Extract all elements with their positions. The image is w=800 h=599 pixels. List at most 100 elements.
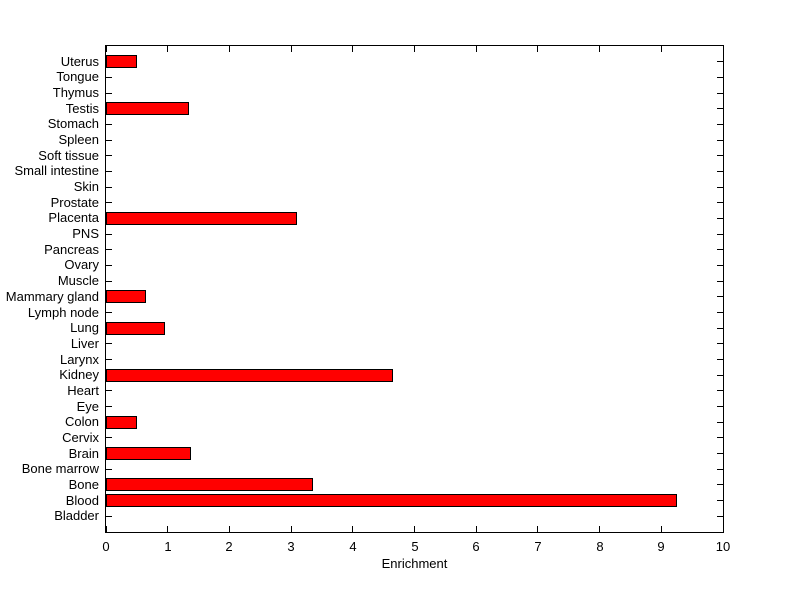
bar-brain	[106, 447, 191, 460]
y-tick-right	[717, 312, 723, 314]
bar-blood	[106, 494, 677, 507]
y-tick-left	[106, 186, 112, 188]
y-tick-label-pancreas: Pancreas	[44, 242, 99, 257]
y-tick-right	[717, 343, 723, 345]
y-tick-label-brain: Brain	[68, 446, 99, 461]
y-tick-left	[106, 233, 112, 235]
plot-area	[105, 45, 724, 533]
y-tick-right	[717, 515, 723, 517]
x-tick-bottom	[352, 526, 354, 532]
x-tick-label-9: 9	[657, 539, 665, 554]
y-tick-label-soft-tissue: Soft tissue	[38, 148, 99, 163]
x-tick-label-0: 0	[102, 539, 110, 554]
y-tick-label-uterus: Uterus	[60, 54, 99, 69]
y-tick-label-thymus: Thymus	[52, 85, 99, 100]
y-tick-left	[106, 170, 112, 172]
y-tick-left	[106, 202, 112, 204]
x-tick-top	[660, 46, 662, 52]
y-tick-label-muscle: Muscle	[57, 273, 99, 288]
y-tick-right	[717, 437, 723, 439]
y-tick-right	[717, 186, 723, 188]
x-tick-bottom	[475, 526, 477, 532]
x-tick-label-2: 2	[225, 539, 233, 554]
y-tick-left	[106, 515, 112, 517]
y-tick-right	[717, 155, 723, 157]
x-tick-label-1: 1	[164, 539, 172, 554]
y-tick-left	[106, 390, 112, 392]
y-tick-right	[717, 202, 723, 204]
x-tick-top	[599, 46, 601, 52]
x-tick-top	[105, 46, 107, 52]
x-tick-label-7: 7	[534, 539, 542, 554]
x-tick-top	[414, 46, 415, 52]
y-tick-label-testis: Testis	[65, 101, 99, 116]
x-tick-bottom	[599, 526, 601, 532]
y-tick-label-blood: Blood	[65, 493, 99, 508]
y-tick-right	[717, 390, 723, 392]
y-tick-right	[717, 76, 723, 78]
y-tick-label-bone: Bone	[68, 477, 99, 492]
y-tick-right	[717, 280, 723, 282]
y-tick-right	[717, 296, 723, 298]
y-tick-left	[106, 406, 112, 408]
y-tick-right	[717, 406, 723, 408]
x-tick-bottom	[167, 526, 169, 532]
y-tick-left	[106, 76, 112, 78]
y-tick-right	[717, 61, 723, 63]
y-tick-label-ovary: Ovary	[64, 257, 99, 272]
bar-placenta	[106, 212, 297, 225]
y-tick-left	[106, 92, 112, 94]
y-tick-label-bladder: Bladder	[54, 508, 99, 523]
y-tick-left	[106, 280, 112, 282]
y-tick-right	[717, 484, 723, 486]
y-tick-right	[717, 139, 723, 141]
x-tick-label-6: 6	[472, 539, 480, 554]
x-tick-top	[228, 46, 230, 52]
x-tick-bottom	[290, 526, 292, 532]
y-tick-label-kidney: Kidney	[59, 367, 99, 382]
bar-testis	[106, 102, 189, 115]
y-tick-right	[717, 374, 723, 376]
y-tick-right	[717, 108, 723, 110]
x-tick-top	[167, 46, 169, 52]
x-tick-top	[290, 46, 292, 52]
y-tick-label-lymph-node: Lymph node	[27, 305, 99, 320]
x-tick-top	[475, 46, 477, 52]
y-tick-left	[106, 437, 112, 439]
x-tick-label-8: 8	[596, 539, 604, 554]
y-tick-left	[106, 264, 112, 266]
y-tick-right	[717, 249, 723, 251]
x-tick-bottom	[414, 526, 415, 532]
y-tick-right	[717, 359, 723, 361]
y-tick-right	[717, 217, 723, 219]
y-tick-left	[106, 359, 112, 361]
y-tick-label-lung: Lung	[70, 320, 99, 335]
x-tick-top	[352, 46, 354, 52]
y-tick-right	[717, 421, 723, 423]
x-tick-bottom	[722, 526, 724, 532]
y-tick-right	[717, 123, 723, 125]
y-tick-label-bone-marrow: Bone marrow	[21, 461, 99, 476]
y-tick-label-skin: Skin	[73, 179, 99, 194]
y-tick-label-cervix: Cervix	[62, 430, 99, 445]
x-tick-top	[722, 46, 724, 52]
y-tick-label-placenta: Placenta	[48, 210, 99, 225]
bar-bone	[106, 478, 313, 491]
x-tick-label-4: 4	[349, 539, 357, 554]
y-tick-label-stomach: Stomach	[47, 116, 99, 131]
y-tick-label-colon: Colon	[65, 414, 99, 429]
y-tick-label-eye: Eye	[76, 399, 99, 414]
y-tick-left	[106, 468, 112, 470]
bar-mammary-gland	[106, 290, 146, 303]
y-tick-label-tongue: Tongue	[56, 69, 99, 84]
x-tick-label-3: 3	[287, 539, 295, 554]
bar-lung	[106, 322, 165, 335]
y-tick-left	[106, 312, 112, 314]
y-tick-label-larynx: Larynx	[59, 352, 99, 367]
y-tick-label-liver: Liver	[70, 336, 99, 351]
y-tick-label-pns: PNS	[72, 226, 99, 241]
y-tick-left	[106, 155, 112, 157]
y-tick-left	[106, 249, 112, 251]
y-tick-right	[717, 170, 723, 172]
